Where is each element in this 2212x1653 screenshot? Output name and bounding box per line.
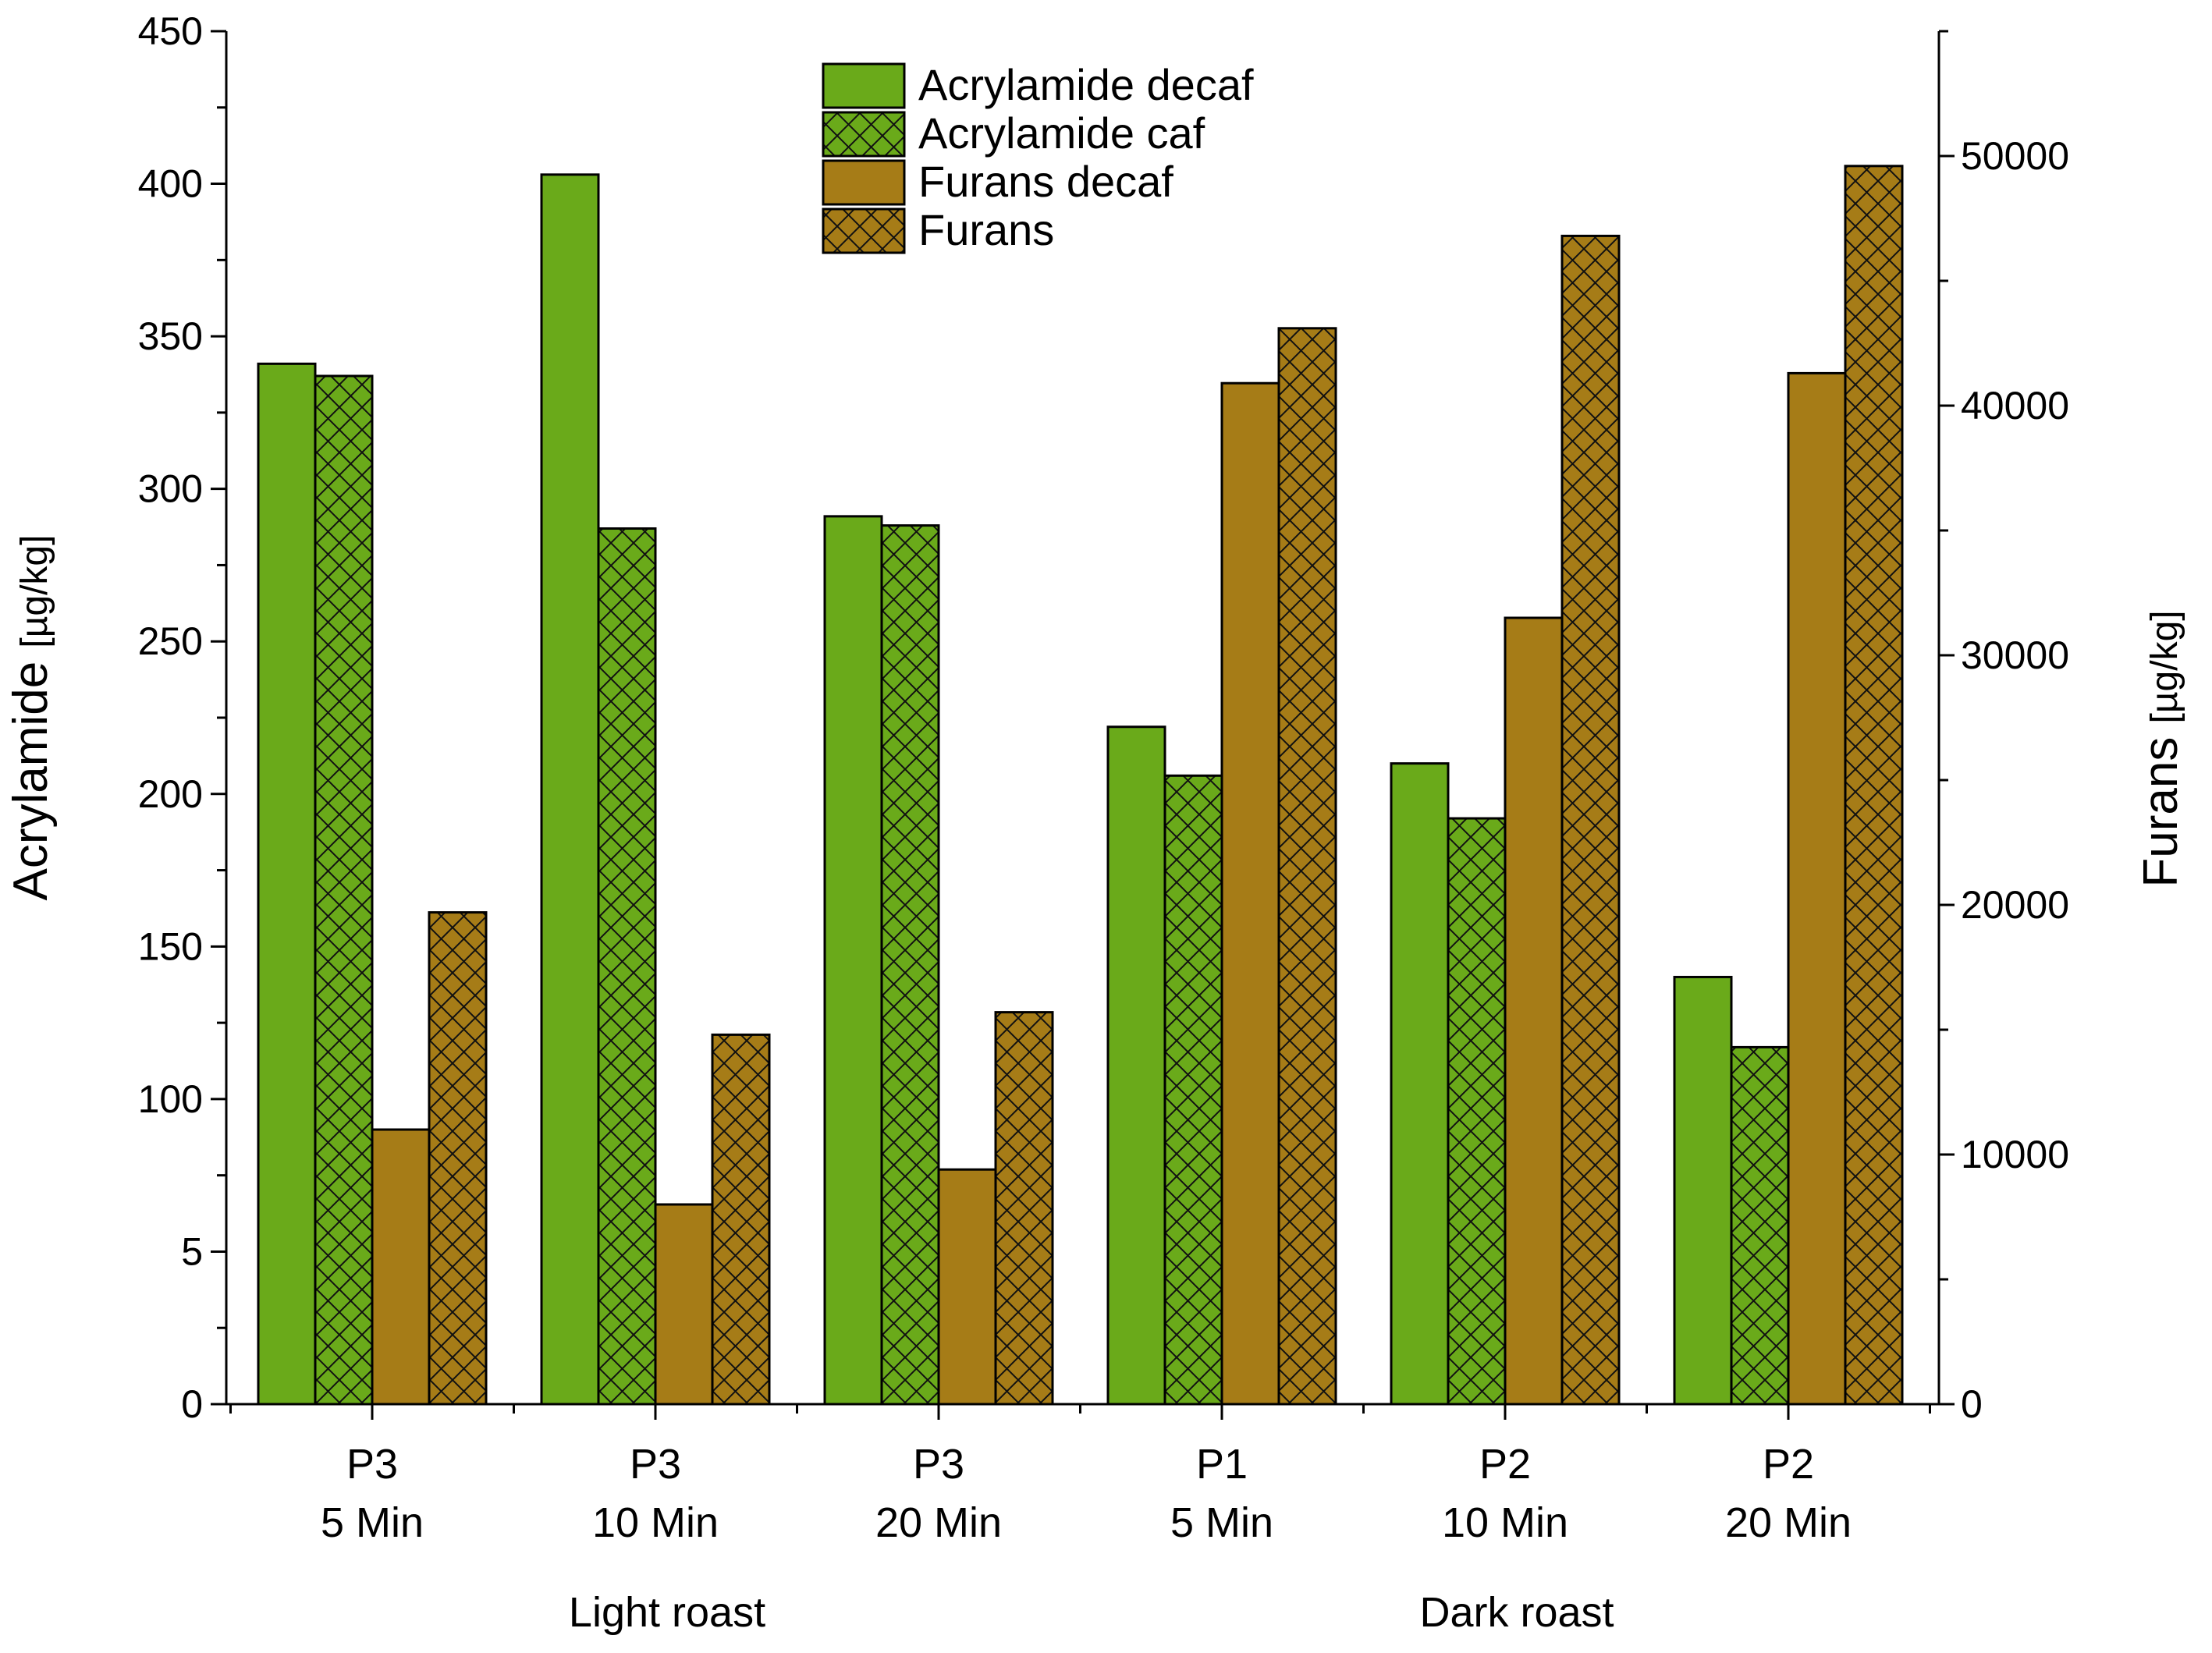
bar-furans-2 (994, 1011, 1054, 1406)
right-tick-label: 0 (1961, 1382, 1983, 1426)
bar-acrylamide-caf-3 (1163, 774, 1223, 1406)
axes-layer (211, 30, 1955, 1420)
right-tick-label: 10000 (1961, 1133, 2069, 1176)
labels-layer: 0 5 100 150 200 250 300 350 400 450 0 10000 20000 300… (4, 9, 2188, 1636)
bar-acrylamide-decaf-2 (823, 515, 883, 1406)
right-tick-label: 30000 (1961, 633, 2069, 677)
x-tick-label-line1: P2 (1479, 1441, 1531, 1488)
bar-furans-decaf-4 (1504, 616, 1564, 1406)
y-axis-title: Acrylamide [µg/kg] (4, 535, 58, 901)
legend-label: Furans decaf (918, 157, 1173, 206)
group-label: Dark roast (1419, 1589, 1614, 1636)
bar-acrylamide-caf-1 (597, 527, 657, 1406)
right-tick-label: 20000 (1961, 883, 2069, 927)
legend-swatch-furans (822, 208, 906, 254)
legend-swatch-furans-decaf (822, 159, 906, 206)
x-tick-label-line1: P3 (630, 1441, 681, 1488)
x-tick-label-line2: 5 Min (1170, 1499, 1273, 1546)
bar-furans-0 (428, 911, 488, 1406)
left-tick-label: 450 (138, 9, 203, 53)
right-tick-label: 50000 (1961, 134, 2069, 178)
bar-acrylamide-decaf-4 (1390, 762, 1450, 1406)
bar-furans-decaf-2 (937, 1168, 997, 1406)
legend-label: Furans (918, 205, 1054, 254)
left-tick-label: 400 (138, 162, 203, 206)
bar-furans-3 (1277, 327, 1337, 1406)
bar-acrylamide-decaf-0 (257, 362, 317, 1406)
x-tick-label-line1: P3 (346, 1441, 398, 1488)
left-tick-label: 5 (181, 1229, 203, 1273)
bar-furans-decaf-3 (1220, 381, 1280, 1406)
bar-acrylamide-decaf-5 (1673, 975, 1733, 1406)
left-tick-label: 250 (138, 619, 203, 663)
bar-furans-decaf-5 (1787, 371, 1847, 1406)
x-tick-label-line2: 20 Min (875, 1499, 1002, 1546)
bar-furans-decaf-1 (654, 1203, 714, 1406)
x-tick-label-line1: P2 (1763, 1441, 1814, 1488)
left-tick-label: 150 (138, 924, 203, 968)
bar-furans-1 (711, 1033, 771, 1406)
bar-acrylamide-caf-2 (880, 524, 940, 1406)
left-tick-label: 0 (181, 1382, 203, 1426)
right-tick-label: 40000 (1961, 384, 2069, 427)
legend-swatch-acrylamide-decaf (822, 62, 906, 109)
legend-label: Acrylamide caf (918, 108, 1205, 158)
bar-furans-4 (1560, 234, 1621, 1406)
x-tick-label-line1: P3 (913, 1441, 964, 1488)
left-tick-label: 350 (138, 314, 203, 358)
bar-acrylamide-caf-4 (1447, 817, 1507, 1406)
y-axis-title-main: Acrylamide (4, 648, 58, 901)
y2-axis-title-unit: [µg/kg] (2144, 610, 2185, 723)
bar-acrylamide-decaf-1 (540, 173, 600, 1406)
left-tick-label: 300 (138, 467, 203, 511)
bar-furans-decaf-0 (371, 1128, 431, 1406)
legend-swatch-acrylamide-caf (822, 111, 906, 158)
bar-acrylamide-caf-0 (314, 374, 374, 1406)
group-label: Light roast (569, 1589, 765, 1636)
bar-acrylamide-decaf-3 (1106, 725, 1166, 1406)
legend-label: Acrylamide decaf (918, 60, 1254, 109)
bar-acrylamide-caf-5 (1730, 1045, 1790, 1406)
left-tick-label: 200 (138, 772, 203, 816)
x-tick-label-line2: 10 Min (592, 1499, 719, 1546)
y-axis-title-unit: [µg/kg] (14, 535, 55, 648)
y2-axis-title-main: Furans (2134, 723, 2188, 887)
left-tick-label: 100 (138, 1077, 203, 1121)
x-tick-label-line1: P1 (1196, 1441, 1248, 1488)
x-tick-label-line2: 5 Min (321, 1499, 424, 1546)
y2-axis-title: Furans [µg/kg] (2134, 610, 2188, 887)
x-tick-label-line2: 20 Min (1725, 1499, 1852, 1546)
bars-layer (257, 165, 1904, 1406)
x-tick-label-line2: 10 Min (1442, 1499, 1568, 1546)
bar-furans-5 (1844, 165, 1904, 1406)
